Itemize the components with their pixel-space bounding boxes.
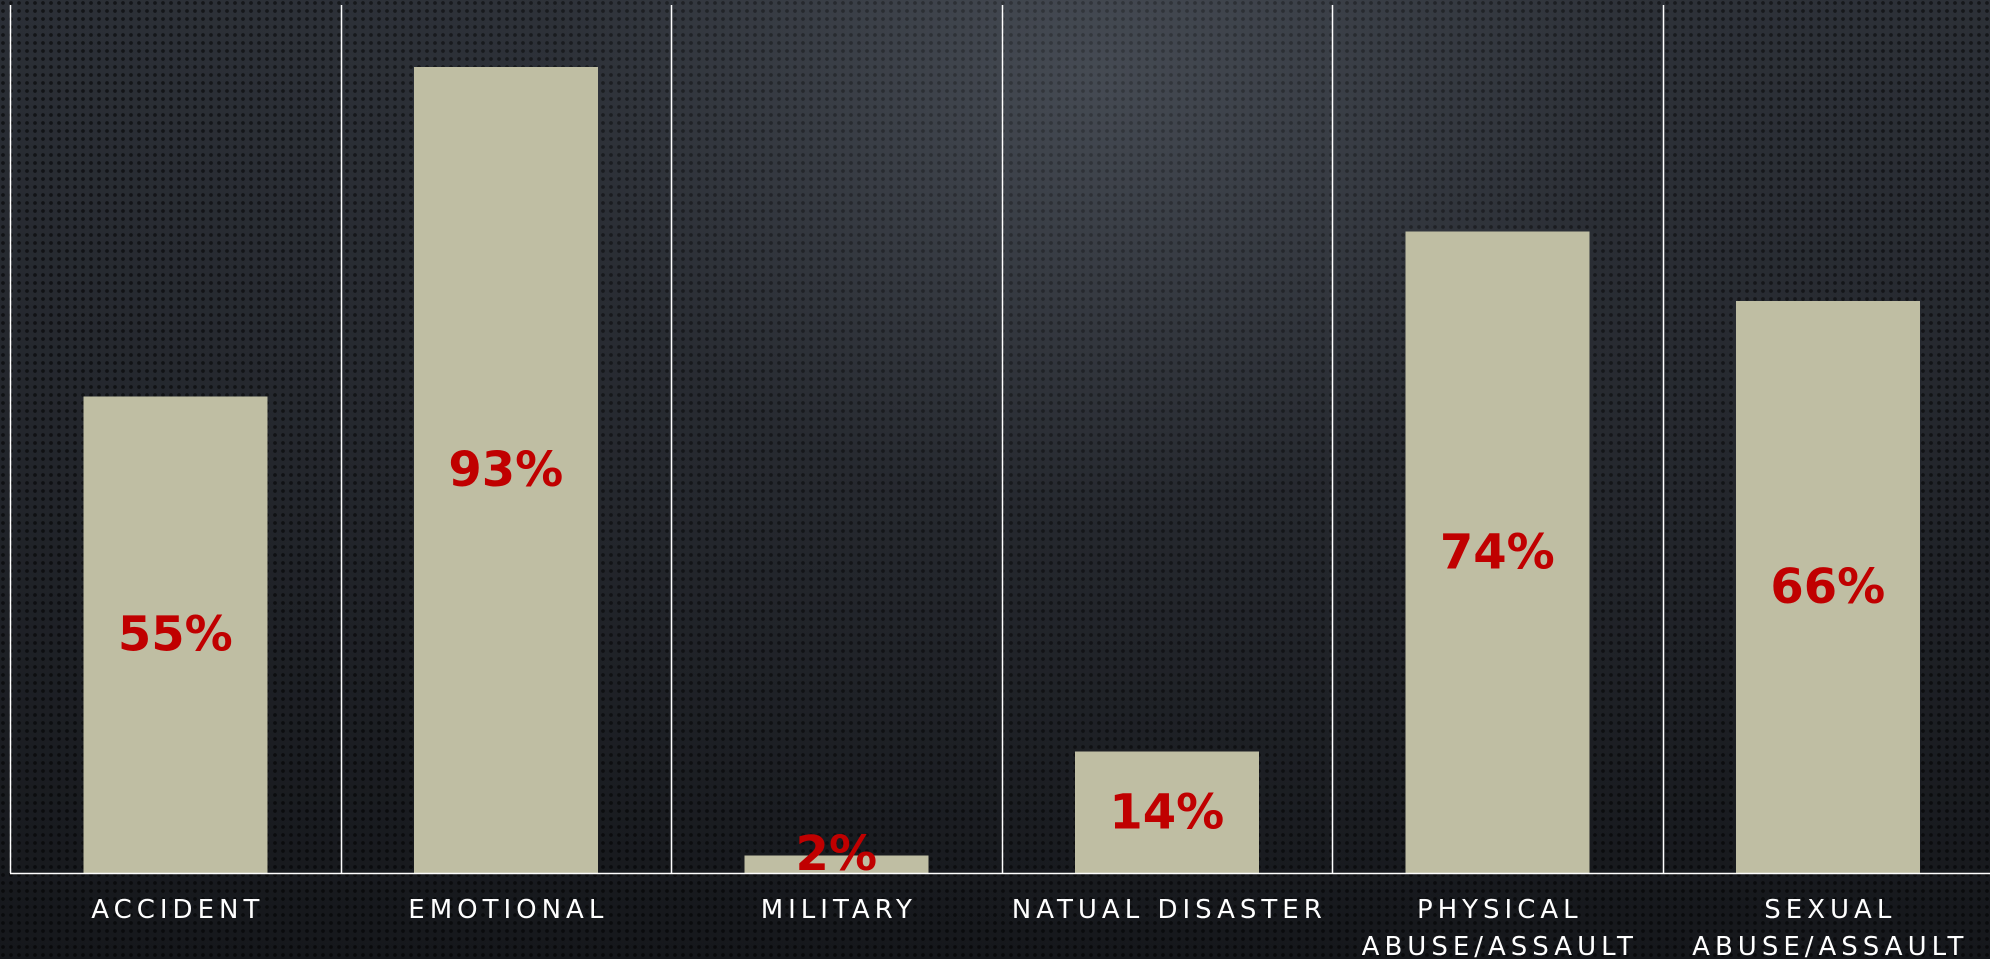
category-tick-label: NATUAL DISASTER	[1012, 895, 1327, 925]
category-labels-group: ACCIDENT EMOTIONAL MILITARY NATUAL DISASTER…	[91, 895, 1968, 959]
bars-group	[83, 67, 1920, 873]
category-tick-label: ABUSE/ASSAULT	[1362, 932, 1638, 959]
data-label: 74%	[1440, 524, 1555, 580]
data-label: 93%	[448, 442, 563, 498]
data-label: 55%	[118, 607, 233, 663]
bar	[1735, 301, 1920, 873]
category-tick-label: PHYSICAL	[1417, 895, 1583, 925]
category-tick-label: EMOTIONAL	[408, 895, 608, 925]
data-label: 14%	[1109, 784, 1224, 840]
data-label: 66%	[1770, 559, 1885, 615]
data-label: 2%	[796, 826, 878, 882]
bar	[1405, 231, 1590, 873]
category-separators	[9, 5, 1665, 873]
category-tick-label: SEXUAL	[1764, 895, 1896, 925]
category-tick-label: ABUSE/ASSAULT	[1692, 932, 1968, 959]
category-tick-label: MILITARY	[761, 895, 917, 925]
bar	[83, 396, 268, 873]
category-tick-label: ACCIDENT	[91, 895, 264, 925]
bar	[744, 855, 929, 873]
value-labels-group: 55% 93% 2% 14% 74% 66%	[118, 442, 1885, 882]
bar	[413, 67, 598, 873]
bar	[1074, 751, 1259, 873]
